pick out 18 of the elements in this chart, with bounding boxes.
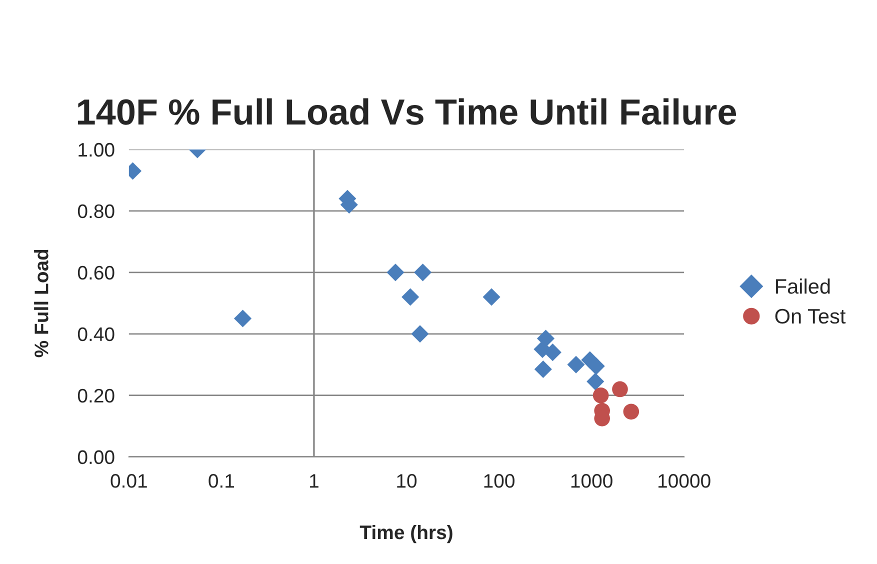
x-tick-label: 1 (310, 474, 318, 488)
x-tick-label: 10000 (658, 474, 710, 488)
chart-title: 140F % Full Load Vs Time Until Failure (78, 98, 736, 125)
y-tick-label: 0.40 (78, 327, 114, 342)
x-tick-label: 100 (484, 474, 514, 488)
x-tick-label: 0.01 (110, 474, 147, 488)
y-tick-label: 1.00 (78, 142, 114, 157)
y-axis-title: % Full Load (34, 250, 48, 358)
x-tick-label: 0.1 (208, 474, 234, 488)
y-tick-label: 0.00 (78, 450, 114, 464)
legend-label: Failed (776, 278, 830, 294)
y-tick-label: 0.20 (78, 388, 114, 403)
x-axis-title: Time (hrs) (360, 524, 452, 544)
y-tick-label: 0.80 (78, 204, 114, 218)
y-tick-label: 0.60 (78, 266, 114, 280)
x-tick-label: 1000 (571, 474, 612, 488)
legend-label: On Test (775, 308, 846, 324)
x-tick-label: 10 (397, 474, 417, 488)
